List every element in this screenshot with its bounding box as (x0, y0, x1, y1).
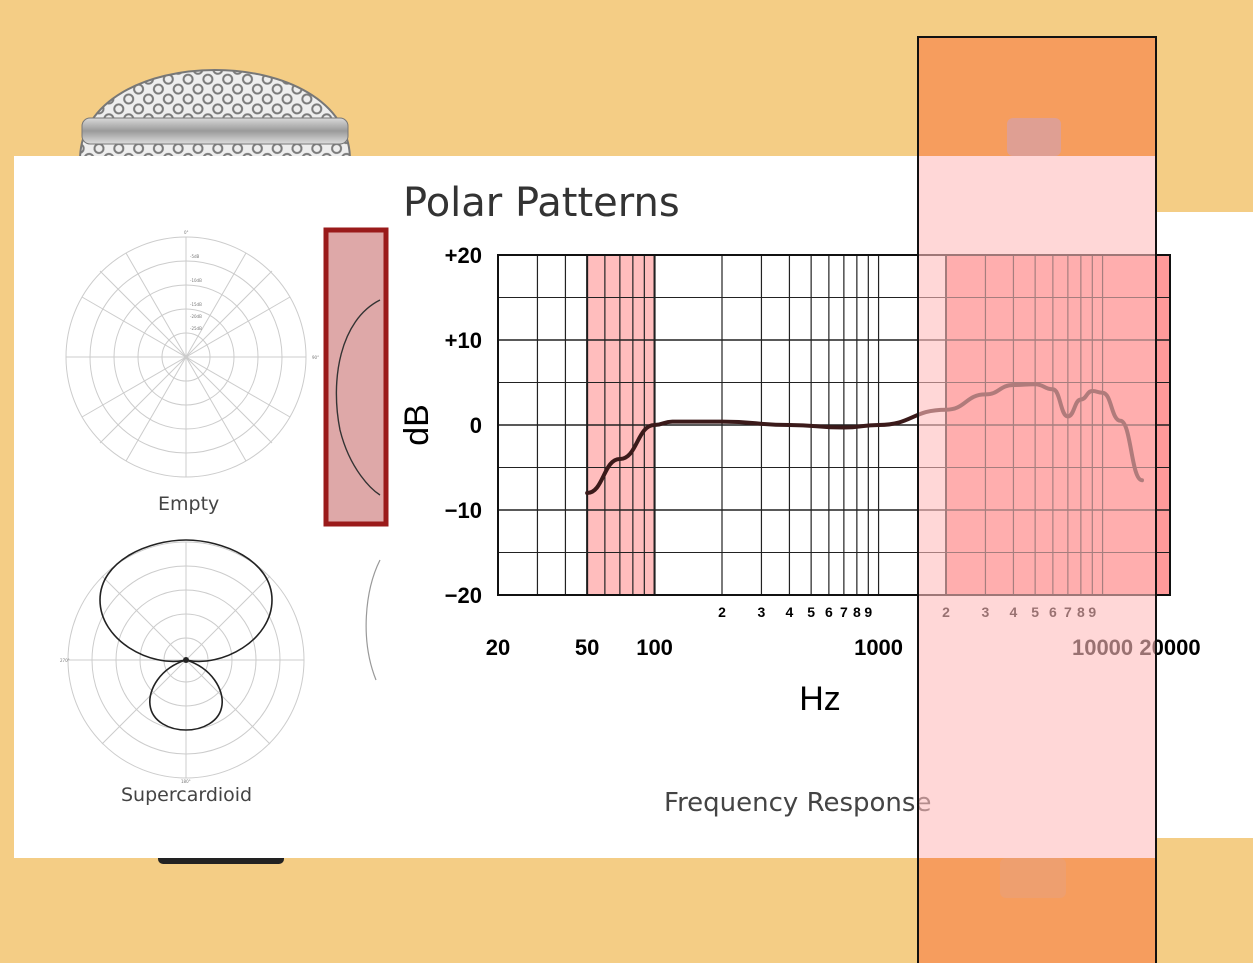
x-minor-tick-label: 3 (758, 604, 766, 620)
polar-tick-r4: -20dB (190, 314, 202, 319)
panel-caption-supercardioid: Supercardioid (121, 784, 252, 806)
partial-polar-plot (365, 559, 381, 681)
x-tick-label: 20 (486, 635, 510, 660)
x-tick-label: 1000 (854, 635, 903, 660)
polar-tick-r2: -10dB (190, 278, 202, 283)
y-tick-label: −10 (445, 498, 482, 523)
slide-panel-right (1156, 212, 1253, 838)
x-axis-title: Hz (799, 680, 841, 718)
plot-frame (497, 254, 1171, 596)
y-axis-title: dB (398, 404, 436, 446)
x-minor-tick-label: 9 (864, 604, 872, 620)
y-tick-label: 0 (470, 413, 482, 438)
x-tick-label: 100 (636, 635, 673, 660)
highlight-overlay-column (917, 36, 1157, 963)
chart-caption: Frequency Response (664, 788, 931, 818)
x-minor-tick-label: 2 (718, 604, 726, 620)
y-tick-label: −20 (445, 583, 482, 608)
panel-caption-empty: Empty (158, 493, 219, 515)
polar-tick-r3: -15dB (190, 302, 202, 307)
polar-plot-empty (65, 236, 307, 478)
polar-tick-r1: -5dB (190, 254, 200, 259)
polar-tick-left: 270° (60, 658, 70, 663)
x-minor-tick-label: 4 (786, 604, 794, 620)
polar-tick-bottom: 180° (181, 779, 191, 784)
y-tick-label: +10 (445, 328, 482, 353)
polar-tick-zero: 0° (184, 230, 189, 235)
x-minor-tick-label: 6 (825, 604, 833, 620)
x-minor-tick-label: 7 (840, 604, 848, 620)
y-tick-label: +20 (445, 243, 482, 268)
slide-title: Polar Patterns (403, 180, 680, 226)
polar-tick-right: 90° (312, 355, 319, 360)
microphone-grille-icon (78, 69, 352, 161)
polar-tick-r5: -25dB (190, 326, 202, 331)
x-minor-tick-label: 8 (853, 604, 861, 620)
polar-plot-supercardioid (67, 539, 305, 779)
highlighted-polar-panel (323, 227, 389, 527)
x-tick-label: 50 (575, 635, 599, 660)
x-minor-tick-label: 5 (807, 604, 815, 620)
